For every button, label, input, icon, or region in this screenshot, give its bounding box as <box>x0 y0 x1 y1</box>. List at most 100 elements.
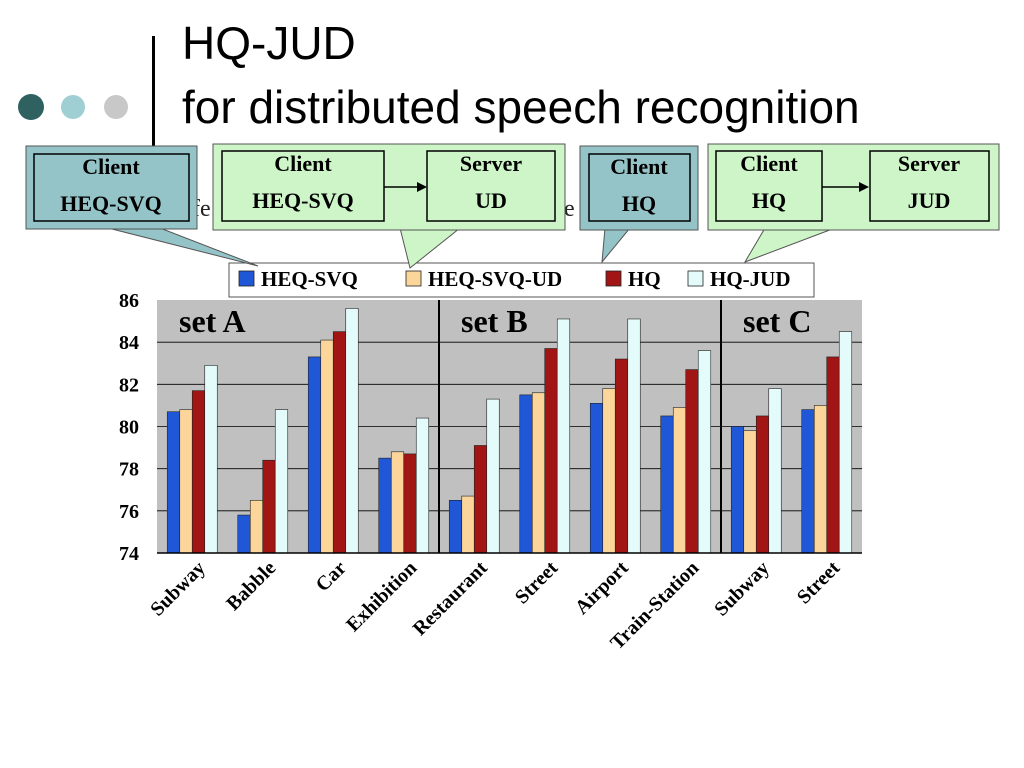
bar-hq-jud-7 <box>697 350 712 554</box>
x-tick-label: Airport <box>571 557 633 619</box>
bar-hq-5 <box>544 348 558 554</box>
partial-text-right: e <box>564 196 575 222</box>
bar-heq-svq-2 <box>307 356 322 554</box>
callout-1-line2: HEQ-SVQ <box>60 191 161 216</box>
bar-hq-jud-6 <box>627 318 641 554</box>
legend-label: HEQ-SVQ <box>261 267 358 291</box>
callout-1-line1: Client <box>82 154 140 179</box>
y-tick-label: 78 <box>119 459 139 481</box>
bar-heq-svq-ud-3 <box>390 451 405 554</box>
legend-swatch <box>238 270 255 287</box>
x-tick-label: Babble <box>222 557 280 615</box>
callout-2: Client HEQ-SVQ Server UD <box>212 143 566 231</box>
group-label: set B <box>461 303 528 339</box>
callout-2-right-line2: UD <box>475 188 507 213</box>
bar-heq-svq-5 <box>519 394 533 554</box>
callout-2-left-line1: Client <box>274 151 332 176</box>
callout-4-left-line2: HQ <box>752 188 786 213</box>
bar-heq-svq-ud-7 <box>672 407 687 554</box>
bar-heq-svq-ud-9 <box>813 405 828 554</box>
y-tick-label: 74 <box>119 543 139 565</box>
callout-2-left-line2: HEQ-SVQ <box>252 188 353 213</box>
title-dot-dark <box>18 94 44 120</box>
bar-hq-jud-0 <box>204 365 218 554</box>
bar-hq-9 <box>826 356 840 554</box>
bar-hq-1 <box>262 459 276 554</box>
bar-hq-jud-8 <box>768 388 782 554</box>
bar-hq-0 <box>191 390 206 554</box>
legend: HEQ-SVQ HEQ-SVQ-UD HQ HQ-JUD <box>228 262 815 298</box>
callout-4-pointer <box>743 227 836 263</box>
callout-4-right-line1: Server <box>898 151 961 176</box>
bar-hq-jud-5 <box>556 318 571 554</box>
legend-label: HEQ-SVQ-UD <box>428 267 562 291</box>
callout-4: Client HQ Server JUD <box>707 143 1000 231</box>
group-labels: set A set B set C <box>179 303 811 339</box>
callout-3-line1: Client <box>610 154 668 179</box>
legend-swatch <box>405 270 422 287</box>
y-tick-label: 76 <box>119 501 139 523</box>
x-tick-label: Car <box>312 557 351 596</box>
bar-hq-jud-2 <box>345 308 359 554</box>
group-dividers <box>438 300 722 553</box>
bar-hq-jud-4 <box>486 398 500 554</box>
bar-heq-svq-4 <box>448 499 463 554</box>
bar-hq-jud-9 <box>838 331 853 554</box>
y-tick-label: 82 <box>119 374 139 396</box>
bar-heq-svq-3 <box>378 457 392 554</box>
legend-box <box>228 262 815 298</box>
x-tick-label: Subway <box>146 557 210 621</box>
slide-title-line2: for distributed speech recognition <box>182 81 860 133</box>
callout-4-left-line1: Client <box>740 151 798 176</box>
title-dot-gray <box>104 95 128 119</box>
title-divider <box>152 36 155 148</box>
bar-hq-3 <box>403 453 417 554</box>
bar-hq-7 <box>685 369 699 554</box>
bar-heq-svq-0 <box>166 411 181 554</box>
bar-heq-svq-ud-5 <box>531 392 546 554</box>
bar-heq-svq-ud-6 <box>602 388 616 554</box>
bar-heq-svq-1 <box>237 514 251 554</box>
y-tick-label: 80 <box>119 417 139 439</box>
group-label: set A <box>179 303 246 339</box>
title-dot-light <box>61 95 85 119</box>
y-tick-label: 84 <box>119 332 139 354</box>
x-tick-label: Street <box>511 557 563 609</box>
legend-swatch <box>687 270 704 287</box>
slide-title-line1: HQ-JUD <box>182 17 356 69</box>
bar-hq-4 <box>473 445 488 554</box>
bar-hq-2 <box>332 331 347 554</box>
callout-4-right-line2: JUD <box>908 188 951 213</box>
bar-heq-svq-ud-1 <box>249 499 264 554</box>
group-label: set C <box>743 303 811 339</box>
legend-label: HQ-JUD <box>710 267 791 291</box>
bar-heq-svq-8 <box>730 426 745 554</box>
x-tick-label: Subway <box>710 557 774 621</box>
bar-heq-svq-ud-8 <box>743 430 757 554</box>
bar-hq-jud-3 <box>415 417 430 554</box>
bar-heq-svq-ud-0 <box>179 409 193 554</box>
callout-2-pointer <box>399 227 462 269</box>
bar-heq-svq-9 <box>801 409 815 554</box>
bar-hq-jud-1 <box>274 409 289 554</box>
y-tick-labels: 74 76 78 80 82 84 86 <box>119 290 139 565</box>
x-tick-label: Street <box>793 557 845 609</box>
callout-1: Client HEQ-SVQ <box>25 145 198 230</box>
legend-swatch <box>605 270 622 287</box>
callout-1-pointer <box>107 227 259 267</box>
callout-3: Client HQ <box>579 145 699 231</box>
bar-hq-8 <box>755 415 770 554</box>
bar-hq-6 <box>614 358 629 554</box>
bar-heq-svq-ud-4 <box>461 495 475 554</box>
callout-3-line2: HQ <box>622 191 656 216</box>
bar-heq-svq-7 <box>660 415 674 554</box>
y-tick-label: 86 <box>119 290 139 312</box>
bars <box>166 308 853 554</box>
callout-2-right-line1: Server <box>460 151 523 176</box>
bar-heq-svq-ud-2 <box>320 339 334 554</box>
x-tick-label: Restaurant <box>409 557 492 640</box>
callout-3-pointer <box>601 227 632 264</box>
bar-heq-svq-6 <box>589 403 604 554</box>
